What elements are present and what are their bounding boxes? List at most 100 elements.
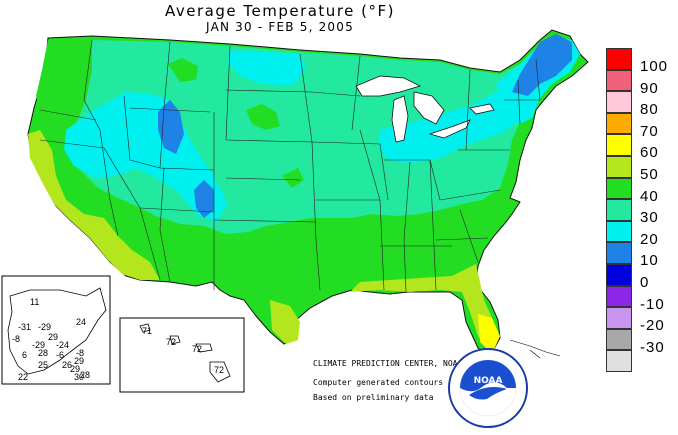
legend-label: 50 [640,165,659,183]
alaska-value: 24 [76,317,86,327]
alaska-value: 29 [70,364,80,374]
legend-swatch [606,199,632,221]
lake-erie [428,119,471,139]
hawaii-inset-frame [119,317,245,393]
alaska-value: 28 [38,348,48,358]
legend-label: 70 [640,122,659,140]
band-20-great-lakes [378,84,528,164]
legend-swatch [606,328,632,351]
band-50-west-coast [28,130,160,280]
legend-row: -20 [606,307,676,333]
legend-swatch [606,69,632,92]
band-10-colorado [194,180,214,218]
legend-row: 100 [606,48,676,74]
legend-label: 60 [640,144,659,162]
alaska-value: -8 [12,334,20,344]
legend-swatch [606,134,632,156]
alaska-value: 29 [74,356,84,366]
legend-swatch [606,285,632,308]
legend-row: -30 [606,328,676,355]
band-40-patch-montana [168,58,198,82]
hawaii-value: 72 [192,344,202,354]
band-50-southeast [350,264,498,352]
band-10-wyoming [158,100,184,154]
legend-row: 90 [606,69,676,96]
map-subtitle: JAN 30 - FEB 5, 2005 [206,20,354,34]
alaska-value: 11 [30,297,39,307]
hawaii-value: 72 [166,337,176,347]
alaska-value: 25 [38,360,48,370]
credit-center: CLIMATE PREDICTION CENTER, NOAA [313,359,463,368]
hawaii-values: 71 72 72 72 [142,326,224,375]
legend-swatch [606,177,632,200]
lake-michigan [391,95,409,143]
alaska-outline [7,287,107,375]
map-title: Average Temperature (°F) [165,2,395,20]
band-40-northwest [36,40,92,126]
band-50-texas [270,300,300,344]
alaska-value: 26 [62,360,72,370]
legend-label: 100 [640,58,669,75]
credit-line2: Based on preliminary data [313,393,434,402]
legend-row: 60 [606,134,676,160]
legend-label: 30 [640,209,659,227]
band-60-florida [478,314,500,354]
caribbean-islands [509,339,561,359]
legend-row: 50 [606,155,676,182]
alaska-value: 29 [48,332,58,342]
lake-huron [413,91,445,125]
legend-label: 40 [640,187,659,205]
legend-swatch [606,48,632,70]
legend-swatch [606,112,632,135]
alaska-value: 28 [80,370,90,380]
legend-label: -20 [640,317,665,335]
alaska-value: -24 [56,340,69,350]
legend-swatch [606,307,632,329]
band-20-northern-plains [228,50,306,86]
band-40-patch-dakota [246,104,280,130]
alaska-value: -31 [18,322,31,332]
legend-row [606,350,676,372]
lake-ontario [469,103,495,115]
alaska-value: -6 [56,350,64,360]
legend-row: 10 [606,242,676,268]
legend-label: -30 [640,338,665,356]
noaa-logo: NOAA [448,348,528,428]
legend-swatch [606,263,632,286]
lake-superior [355,75,422,97]
legend-row: 20 [606,220,676,247]
legend-label: -10 [640,295,665,313]
legend-row: 30 [606,199,676,225]
legend-label: 10 [640,252,659,270]
band-40-patch-kansas [282,168,304,188]
band-10-maine [512,34,572,96]
legend-row: 0 [606,263,676,290]
legend: 100 90 80 70 60 50 40 30 20 10 0 -10 -20 -30 [606,48,676,372]
legend-swatch [606,155,632,178]
legend-swatch [606,350,632,372]
alaska-value: -8 [76,348,84,358]
legend-row: 40 [606,177,676,204]
legend-row: -10 [606,285,676,312]
legend-swatch [606,91,632,113]
credit-line1: Computer generated contours [313,378,444,387]
alaska-value: -29 [38,322,51,332]
legend-label: 20 [640,230,659,248]
alaska-value: 30 [74,372,84,382]
noaa-logo-text: NOAA [474,376,503,386]
hawaii-value: 72 [214,365,224,375]
alaska-value: -29 [32,340,45,350]
alaska-value: 22 [18,372,28,382]
legend-label: 90 [640,79,659,97]
alaska-value: 6 [22,350,27,360]
legend-swatch [606,220,632,243]
legend-label: 0 [640,273,650,291]
legend-label: 80 [640,101,659,119]
hawaii-value: 71 [142,326,152,336]
state-boundaries [39,39,541,293]
legend-row: 80 [606,91,676,117]
band-20-great-basin [64,92,228,222]
legend-swatch [606,242,632,264]
